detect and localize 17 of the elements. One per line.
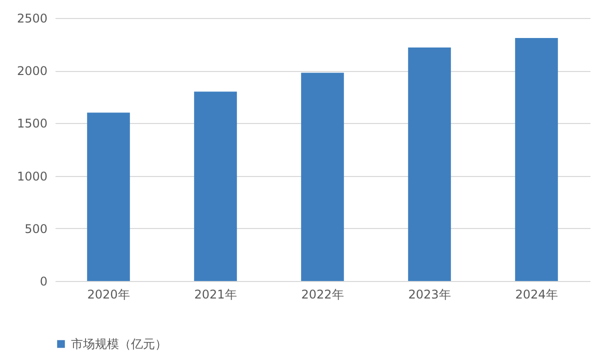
x-tick-label: 2022年 <box>301 288 344 302</box>
x-tick-label: 2020年 <box>87 288 130 302</box>
bar <box>194 92 237 281</box>
bar <box>87 112 130 281</box>
y-tick-label: 2500 <box>16 12 48 26</box>
y-tick-label: 1500 <box>16 116 48 131</box>
x-tick-label: 2023年 <box>408 288 451 302</box>
bar <box>515 38 558 281</box>
legend-label: 市场规模（亿元） <box>71 337 167 351</box>
x-tick-label: 2021年 <box>194 288 237 302</box>
x-tick-label: 2024年 <box>515 288 558 302</box>
y-tick-label: 1000 <box>16 169 48 184</box>
bar <box>301 72 344 281</box>
bar <box>408 47 451 281</box>
y-tick-label: 2000 <box>16 64 48 78</box>
y-tick-label: 0 <box>40 274 48 288</box>
y-tick-label: 500 <box>24 222 48 236</box>
